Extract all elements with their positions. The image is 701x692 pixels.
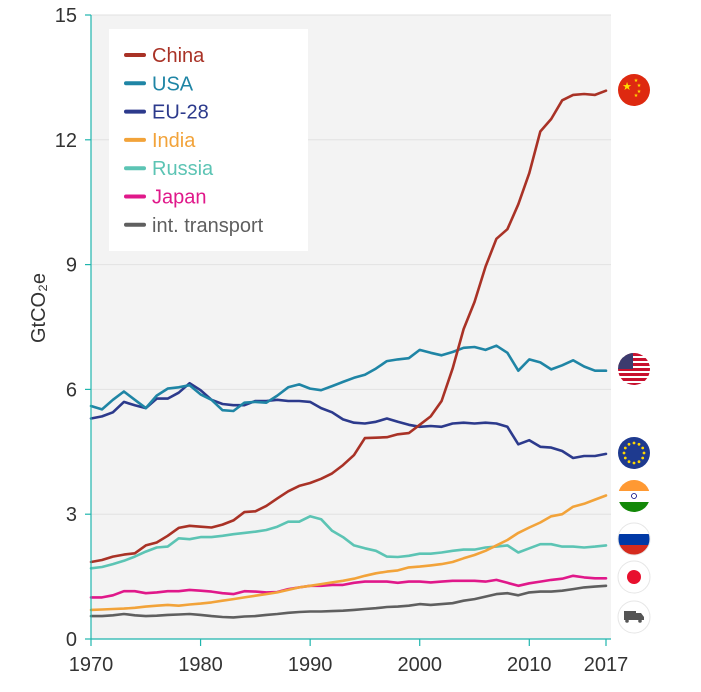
- x-tick-label: 2017: [584, 654, 629, 676]
- svg-text:★: ★: [637, 89, 642, 95]
- x-tick-label: 1990: [288, 654, 333, 676]
- series-line-japan: [89, 574, 608, 599]
- x-tick-label: 1970: [69, 654, 114, 676]
- x-tick-label: 1980: [178, 654, 223, 676]
- japan-flag-icon: [617, 560, 651, 594]
- legend-label: EU-28: [152, 102, 209, 124]
- eu-flag-icon: [618, 437, 650, 469]
- series-line-china: [89, 89, 608, 564]
- series-line-usa: [89, 344, 608, 413]
- y-tick-label: 9: [66, 255, 77, 277]
- legend-label: USA: [152, 73, 194, 95]
- x-tick-labels: 1970 1980 1990 2000 2010 2017: [69, 639, 629, 676]
- series-line-int-transport: [89, 584, 608, 619]
- y-tick-labels: 0 3 6 9 12 15: [55, 5, 91, 651]
- y-tick-label: 15: [55, 5, 77, 27]
- y-tick-label: 3: [66, 504, 77, 526]
- y-tick-label: 12: [55, 130, 77, 152]
- svg-text:★: ★: [634, 93, 639, 99]
- svg-text:★: ★: [637, 83, 642, 89]
- series-line-india: [89, 494, 608, 612]
- y-axis-label: GtCO₂e: [28, 273, 50, 343]
- usa-flag-icon: [618, 353, 650, 385]
- series-lines: [89, 89, 608, 619]
- russia-flag-icon: [617, 522, 651, 556]
- svg-text:★: ★: [634, 78, 639, 84]
- truck-icon: [617, 600, 651, 634]
- china-flag-icon: ★ ★ ★ ★ ★: [618, 74, 650, 106]
- axes: [90, 15, 611, 640]
- legend-label: Japan: [152, 187, 207, 209]
- svg-text:★: ★: [622, 80, 632, 93]
- y-tick-label: 0: [66, 629, 77, 651]
- legend-label: Russia: [152, 158, 214, 180]
- x-tick-label: 2000: [397, 654, 442, 676]
- x-tick-label: 2010: [507, 654, 552, 676]
- legend-label: int. transport: [152, 215, 264, 237]
- legend: China USA EU-28 India Russia Japan int. transp…: [109, 29, 308, 251]
- legend-label: India: [152, 130, 196, 152]
- flag-markers: ★ ★ ★ ★ ★: [617, 74, 651, 634]
- legend-label: China: [152, 45, 205, 67]
- series-line-eu-28: [89, 381, 608, 460]
- series-line-russia: [89, 515, 608, 570]
- y-tick-label: 6: [66, 379, 77, 401]
- india-flag-icon: [618, 480, 650, 512]
